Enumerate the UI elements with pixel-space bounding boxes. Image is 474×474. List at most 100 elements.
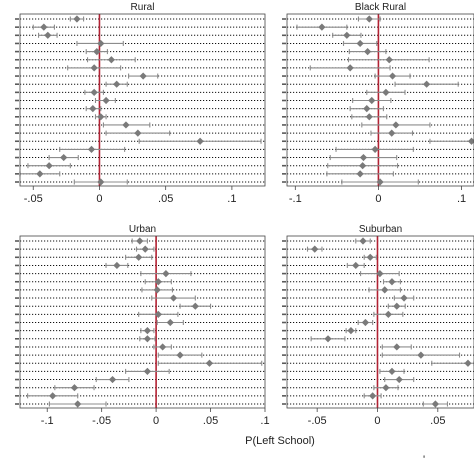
x-tick-label: 0 — [375, 193, 381, 205]
point-estimate-marker — [382, 88, 390, 96]
point-estimate-marker — [361, 318, 370, 327]
point-estimate-marker — [393, 343, 401, 351]
point-estimate-marker — [395, 375, 403, 384]
panel-2: Urban -.1 -.05 0 .05 .1 — [15, 224, 270, 427]
point-estimate-marker — [392, 121, 400, 129]
x-axis-title: P(Left School) — [245, 435, 315, 447]
point-estimate-marker — [87, 145, 96, 153]
point-estimate-marker — [369, 392, 377, 400]
point-estimate-marker — [324, 335, 332, 343]
point-estimate-marker — [400, 294, 408, 302]
point-estimate-marker — [45, 162, 53, 170]
point-estimate-marker — [371, 145, 379, 153]
point-estimate-marker — [108, 375, 117, 384]
point-estimate-marker — [93, 48, 101, 56]
point-estimate-marker — [388, 367, 396, 375]
point-estimate-marker — [365, 113, 373, 121]
panel-3: Suburban -.05 0 .05 — [282, 224, 474, 427]
point-estimate-marker — [363, 105, 371, 113]
point-estimate-marker — [359, 153, 368, 162]
panel-title: Black Rural — [355, 2, 406, 13]
point-estimate-marker — [136, 237, 144, 245]
point-estimate-marker — [393, 302, 401, 310]
point-estimate-marker — [376, 270, 384, 278]
point-estimate-marker — [159, 343, 167, 351]
x-tick-label: .1 — [457, 193, 466, 205]
point-estimate-marker — [347, 327, 355, 335]
point-estimate-marker — [143, 335, 151, 343]
point-estimate-marker — [431, 400, 439, 408]
point-estimate-marker — [107, 56, 115, 64]
point-estimate-marker — [113, 80, 121, 88]
point-estimate-marker — [381, 286, 389, 294]
point-estimate-marker — [356, 39, 364, 48]
point-estimate-marker — [44, 31, 52, 39]
point-estimate-marker — [356, 170, 364, 178]
point-estimate-marker — [102, 96, 110, 105]
point-estimate-marker — [60, 153, 68, 162]
point-estimate-marker — [97, 113, 105, 121]
point-estimate-marker — [376, 178, 384, 186]
panel-title: Suburban — [359, 224, 402, 235]
point-estimate-marker — [417, 351, 425, 359]
point-estimate-marker — [359, 162, 367, 170]
x-tick-label: .1 — [227, 193, 236, 205]
x-tick-label: -.05 — [308, 415, 327, 427]
point-estimate-marker — [388, 72, 397, 80]
x-tick-label: -.1 — [41, 415, 54, 427]
point-estimate-marker — [176, 351, 184, 359]
point-estimate-marker — [388, 278, 396, 286]
panel-1: Black Rural -.1 0 .1 — [282, 2, 474, 205]
point-estimate-marker — [311, 245, 319, 253]
panel-0: Rural -.05 0 .05 .1 — [15, 2, 266, 205]
x-tick-label: -.05 — [24, 193, 43, 205]
x-tick-label: 0 — [96, 193, 102, 205]
point-estimate-marker — [385, 56, 393, 64]
x-tick-label: .05 — [203, 415, 218, 427]
point-estimate-marker — [166, 318, 174, 327]
point-estimate-marker — [143, 367, 151, 375]
point-estimate-marker — [318, 23, 326, 31]
point-estimate-marker — [49, 392, 57, 400]
x-tick-label: -.05 — [92, 415, 111, 427]
x-tick-label: .05 — [158, 193, 173, 205]
point-estimate-marker — [467, 137, 474, 145]
point-estimate-marker — [196, 137, 204, 145]
point-estimate-marker — [154, 310, 162, 318]
point-estimate-marker — [89, 105, 97, 113]
point-estimate-marker — [368, 96, 376, 105]
point-estimate-marker — [154, 278, 162, 286]
point-estimate-marker — [388, 129, 396, 137]
point-estimate-marker — [134, 129, 142, 137]
point-estimate-marker — [122, 121, 130, 129]
point-estimate-marker — [139, 72, 147, 80]
point-estimate-marker — [143, 327, 151, 335]
point-estimate-marker — [191, 302, 199, 310]
footnote-mark: ' — [423, 454, 425, 466]
point-estimate-marker — [169, 294, 178, 302]
point-estimate-marker — [153, 286, 161, 294]
plot-frame — [19, 235, 266, 409]
point-estimate-marker — [366, 253, 374, 261]
point-estimate-marker — [36, 170, 44, 178]
point-estimate-marker — [90, 88, 98, 96]
plot-frame — [286, 13, 474, 187]
x-tick-label: .1 — [260, 415, 269, 427]
x-tick-label: 0 — [374, 415, 380, 427]
point-estimate-marker — [365, 15, 373, 23]
point-estimate-marker — [464, 359, 472, 367]
point-estimate-marker — [74, 400, 82, 408]
point-estimate-marker — [113, 261, 121, 270]
point-estimate-marker — [40, 23, 48, 31]
point-estimate-marker — [97, 178, 105, 186]
x-tick-label: 0 — [153, 415, 159, 427]
point-estimate-marker — [364, 48, 372, 56]
point-estimate-marker — [382, 384, 390, 392]
point-estimate-marker — [205, 359, 214, 367]
point-estimate-marker — [346, 64, 354, 72]
x-tick-label: .05 — [430, 415, 445, 427]
point-estimate-marker — [352, 261, 360, 270]
point-estimate-marker — [90, 64, 98, 72]
point-estimate-marker — [141, 245, 149, 253]
